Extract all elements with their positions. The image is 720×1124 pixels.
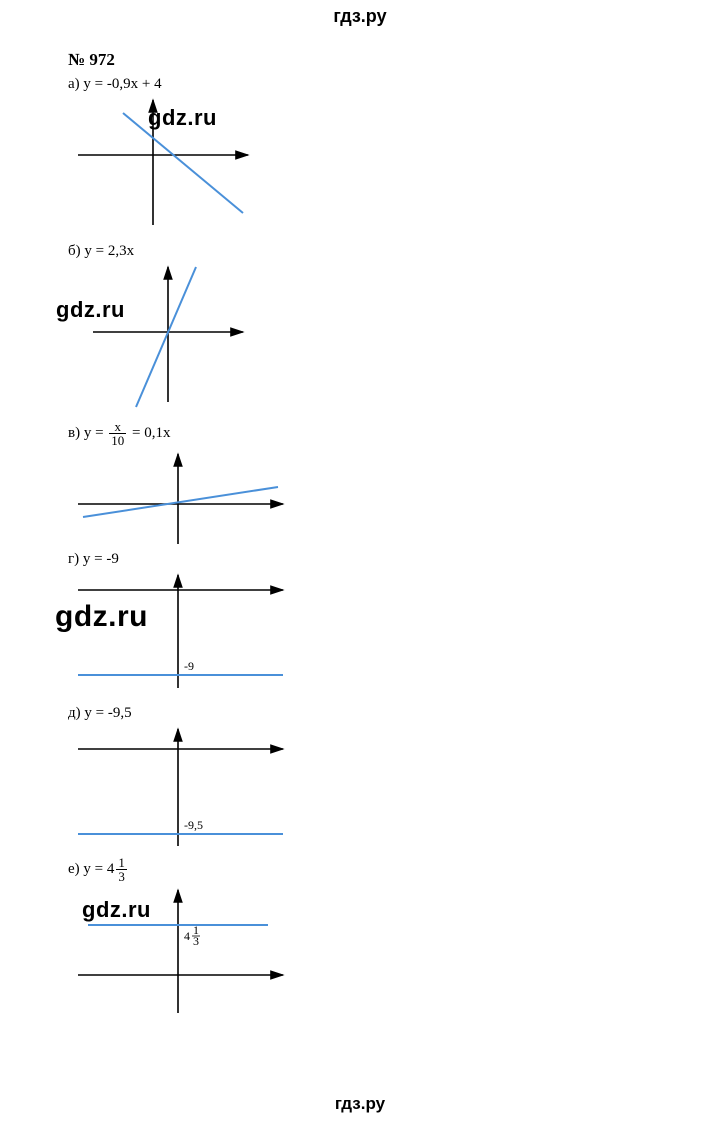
chart-a [68,95,268,235]
chart-d-wrap: -9 gdz.ru [68,570,468,695]
svg-text:4: 4 [184,929,190,943]
page-header: гдз.ру [0,6,720,27]
item-c-suffix: = 0,1x [128,425,170,441]
chart-c [68,449,298,549]
item-c-label: в) y = x10 = 0,1x [68,420,468,447]
chart-c-wrap [68,449,468,549]
item-c-prefix: в) y = [68,425,107,441]
svg-text:-9: -9 [184,659,194,673]
problem-number: № 972 [68,50,468,70]
item-f-prefix: е) y = 4 [68,861,114,877]
chart-e-wrap: -9,5 [68,724,468,854]
chart-e: -9,5 [68,724,298,854]
svg-text:-9,5: -9,5 [184,818,203,832]
footer-text: гдз.ру [335,1094,385,1113]
header-text: гдз.ру [333,6,386,26]
chart-b-wrap: gdz.ru [68,262,468,412]
content: № 972 а) y = -0,9x + 4 gdz.ru б) y = 2,3… [68,50,468,1020]
item-a-label: а) y = -0,9x + 4 [68,76,468,93]
chart-a-wrap: gdz.ru [68,95,468,235]
item-b-label: б) y = 2,3x [68,243,468,260]
item-f-frac: 13 [116,856,127,883]
item-f-label: е) y = 413 [68,856,468,883]
item-d-label: г) y = -9 [68,551,468,568]
page-footer: гдз.ру [0,1094,720,1114]
chart-f-wrap: 413 gdz.ru [68,885,468,1020]
item-e-label: д) y = -9,5 [68,705,468,722]
svg-text:3: 3 [193,934,199,948]
chart-f: 413 [68,885,298,1020]
chart-d: -9 [68,570,298,695]
item-c-frac: x10 [109,420,126,447]
chart-b [68,262,268,412]
